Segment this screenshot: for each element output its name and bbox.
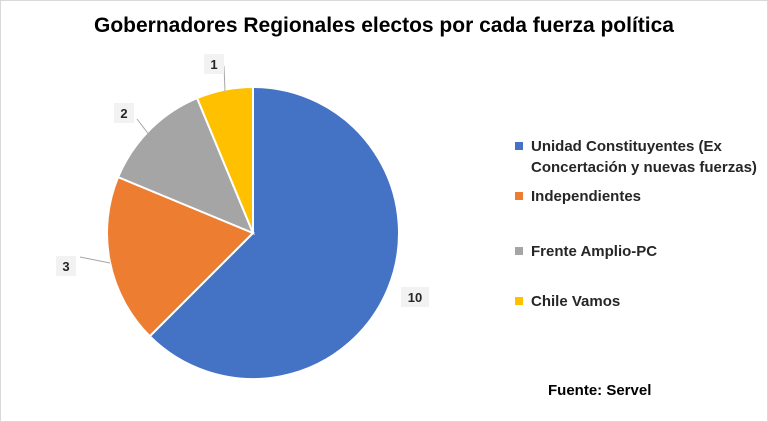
source-note: Fuente: Servel [548,382,652,399]
pie-slice-1 [105,175,255,338]
chart-title: Gobernadores Regionales electos por cada… [93,14,674,37]
pie-slices [105,85,400,380]
legend-item-unidad-constituyentes: Unidad Constituyentes (Ex Concertación y… [515,136,765,178]
data-label-leaders [79,65,226,264]
legend-swatch [515,247,523,255]
legend-swatch [515,297,523,305]
data-label-box-0 [401,287,429,307]
data-labels: 10 3 2 1 [56,54,429,307]
pie-slice-0 [148,85,400,380]
data-label-0: 10 [408,290,422,305]
data-label-1: 3 [62,259,69,274]
legend-item-frente-amplio-pc: Frente Amplio-PC [515,241,765,262]
legend: Unidad Constituyentes (Ex Concertación y… [515,136,765,312]
legend-item-chile-vamos: Chile Vamos [515,291,765,312]
leader-line-3 [223,65,226,92]
pie-slice-2 [116,96,255,235]
legend-swatch [515,192,523,200]
data-label-2: 2 [120,106,127,121]
legend-label-line2: Concertación y nuevas fuerzas) [531,159,757,176]
leader-line-2 [136,118,151,137]
data-label-3: 1 [210,57,217,72]
legend-item-independientes: Independientes [515,186,765,207]
data-label-box-2 [114,103,134,123]
data-label-box-3 [204,54,224,74]
leader-line-1 [79,256,111,264]
legend-label: Independientes [531,188,642,205]
legend-label-line1: Unidad Constituyentes (Ex [531,138,722,155]
legend-label: Chile Vamos [531,293,621,310]
legend-label: Frente Amplio-PC [531,243,658,260]
legend-swatch [515,142,523,150]
data-label-box-1 [56,256,76,276]
